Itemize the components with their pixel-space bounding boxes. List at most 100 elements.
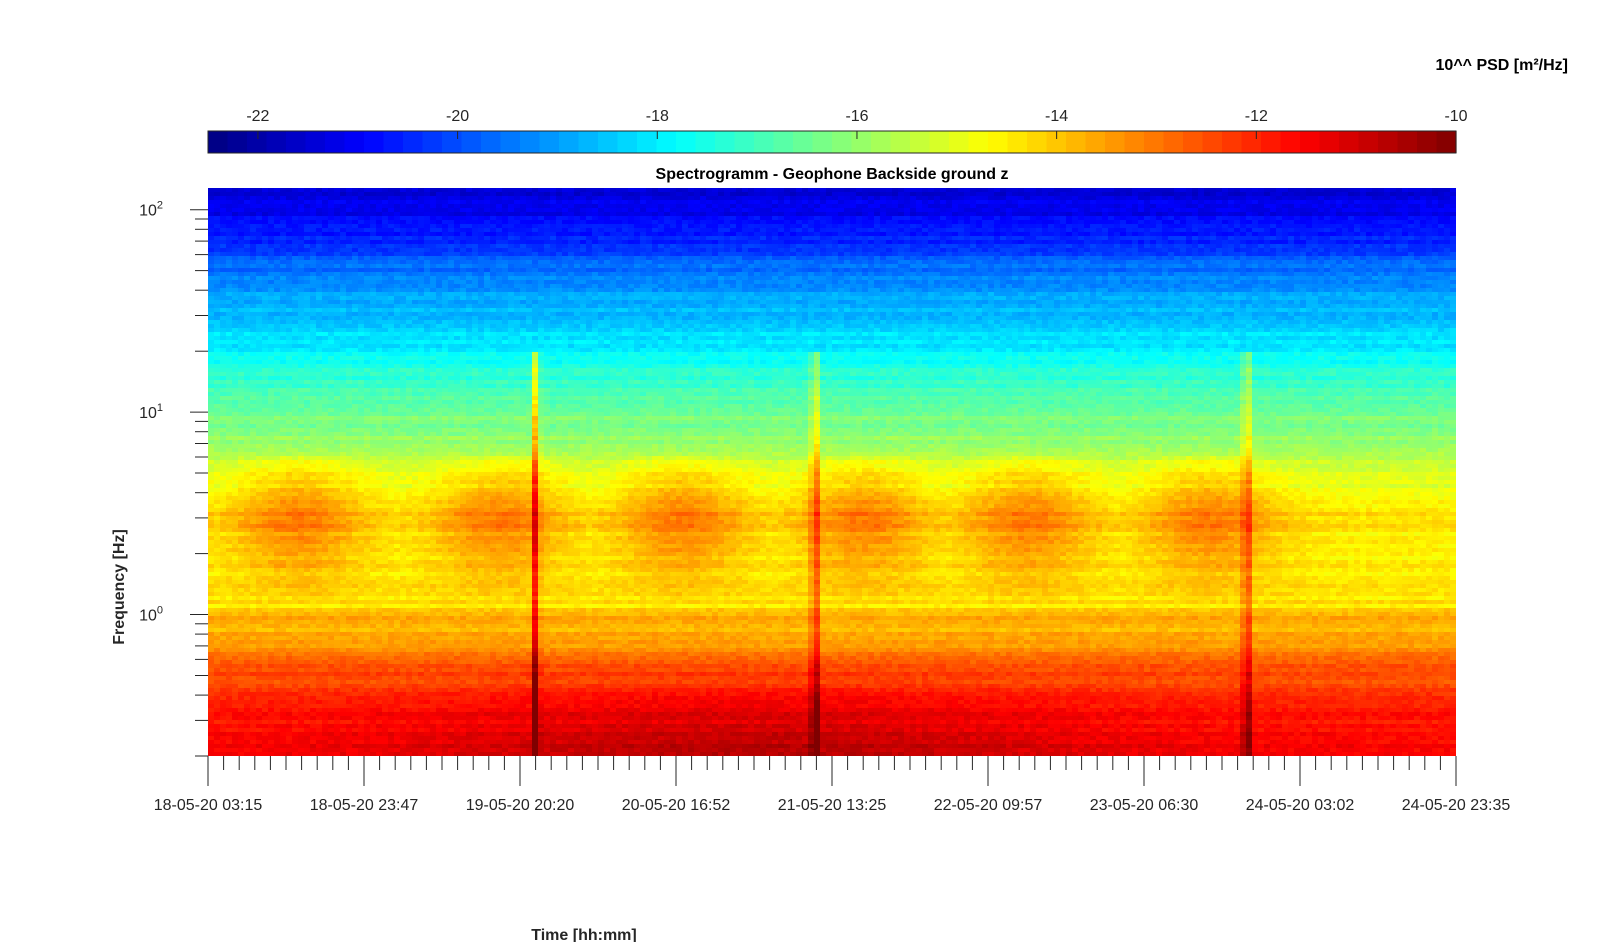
heatmap-cell bbox=[268, 368, 275, 373]
heatmap-cell bbox=[220, 364, 227, 369]
heatmap-cell bbox=[286, 300, 293, 305]
heatmap-cell bbox=[244, 444, 251, 449]
heatmap-cell bbox=[388, 416, 395, 421]
heatmap-cell bbox=[274, 604, 281, 609]
heatmap-cell bbox=[352, 536, 359, 541]
heatmap-cell bbox=[310, 616, 317, 621]
heatmap-cell bbox=[232, 552, 239, 557]
heatmap-cell bbox=[304, 312, 311, 317]
heatmap-cell bbox=[340, 360, 347, 365]
heatmap-cell bbox=[364, 632, 371, 637]
heatmap-cell bbox=[304, 544, 311, 549]
heatmap-cell bbox=[382, 520, 389, 525]
heatmap-cell bbox=[256, 472, 263, 477]
heatmap-cell bbox=[340, 708, 347, 713]
heatmap-cell bbox=[334, 720, 341, 725]
heatmap-cell bbox=[334, 252, 341, 257]
heatmap-cell bbox=[226, 308, 233, 313]
heatmap-cell bbox=[394, 456, 401, 461]
heatmap-cell bbox=[400, 388, 407, 393]
heatmap-cell bbox=[388, 668, 395, 673]
heatmap-cell bbox=[322, 496, 329, 501]
heatmap-cell bbox=[232, 716, 239, 721]
heatmap-cell bbox=[256, 228, 263, 233]
heatmap-cell bbox=[328, 528, 335, 533]
heatmap-cell bbox=[208, 436, 215, 441]
heatmap-cell bbox=[274, 532, 281, 537]
heatmap-cell bbox=[412, 408, 419, 413]
heatmap-cell bbox=[388, 520, 395, 525]
heatmap-cell bbox=[352, 704, 359, 709]
heatmap-cell bbox=[286, 628, 293, 633]
heatmap-cell bbox=[346, 520, 353, 525]
heatmap-cell bbox=[316, 492, 323, 497]
heatmap-cell bbox=[304, 220, 311, 225]
heatmap-cell bbox=[208, 344, 215, 349]
heatmap-cell bbox=[310, 628, 317, 633]
heatmap-cell bbox=[358, 636, 365, 641]
heatmap-cell bbox=[358, 740, 365, 745]
heatmap-cell bbox=[268, 576, 275, 581]
heatmap-cell bbox=[256, 536, 263, 541]
heatmap-cell bbox=[292, 420, 299, 425]
heatmap-cell bbox=[340, 696, 347, 701]
heatmap-cell bbox=[298, 644, 305, 649]
heatmap-cell bbox=[250, 284, 257, 289]
heatmap-cell bbox=[400, 452, 407, 457]
heatmap-cell bbox=[370, 364, 377, 369]
heatmap-cell bbox=[268, 720, 275, 725]
heatmap-cell bbox=[376, 344, 383, 349]
heatmap-cell bbox=[394, 584, 401, 589]
heatmap-cell bbox=[334, 636, 341, 641]
heatmap-cell bbox=[304, 492, 311, 497]
heatmap-cell bbox=[400, 300, 407, 305]
heatmap-cell bbox=[388, 480, 395, 485]
heatmap-cell bbox=[358, 264, 365, 269]
heatmap-cell bbox=[364, 596, 371, 601]
heatmap-cell bbox=[370, 264, 377, 269]
heatmap-cell bbox=[286, 464, 293, 469]
heatmap-cell bbox=[322, 272, 329, 277]
heatmap-cell bbox=[400, 420, 407, 425]
heatmap-cell bbox=[352, 292, 359, 297]
heatmap-cell bbox=[214, 688, 221, 693]
heatmap-cell bbox=[226, 372, 233, 377]
heatmap-cell bbox=[340, 612, 347, 617]
heatmap-cell bbox=[364, 308, 371, 313]
heatmap-cell bbox=[250, 360, 257, 365]
heatmap-cell bbox=[352, 576, 359, 581]
heatmap-cell bbox=[280, 556, 287, 561]
heatmap-cell bbox=[388, 708, 395, 713]
heatmap-cell bbox=[364, 344, 371, 349]
heatmap-cell bbox=[226, 204, 233, 209]
heatmap-cell bbox=[250, 420, 257, 425]
heatmap-cell bbox=[370, 704, 377, 709]
heatmap-cell bbox=[238, 724, 245, 729]
heatmap-cell bbox=[262, 700, 269, 705]
heatmap-cell bbox=[268, 344, 275, 349]
heatmap-cell bbox=[358, 272, 365, 277]
heatmap-cell bbox=[274, 620, 281, 625]
heatmap-cell bbox=[358, 280, 365, 285]
heatmap-cell bbox=[370, 476, 377, 481]
heatmap-cell bbox=[328, 220, 335, 225]
heatmap-cell bbox=[376, 484, 383, 489]
heatmap-cell bbox=[238, 300, 245, 305]
heatmap-cell bbox=[298, 444, 305, 449]
chart-title: Spectrogramm - Geophone Backside ground … bbox=[656, 166, 1009, 183]
heatmap-cell bbox=[358, 472, 365, 477]
heatmap-cell bbox=[208, 324, 215, 329]
heatmap-cell bbox=[376, 744, 383, 749]
heatmap-cell bbox=[340, 192, 347, 197]
heatmap-cell bbox=[334, 256, 341, 261]
heatmap-cell bbox=[280, 512, 287, 517]
heatmap-cell bbox=[280, 360, 287, 365]
heatmap-cell bbox=[310, 268, 317, 273]
heatmap-cell bbox=[250, 684, 257, 689]
heatmap-cell bbox=[364, 672, 371, 677]
heatmap-cell bbox=[238, 672, 245, 677]
heatmap-cell bbox=[280, 600, 287, 605]
heatmap-cell bbox=[220, 688, 227, 693]
heatmap-cell bbox=[412, 384, 419, 389]
heatmap-cell bbox=[346, 544, 353, 549]
